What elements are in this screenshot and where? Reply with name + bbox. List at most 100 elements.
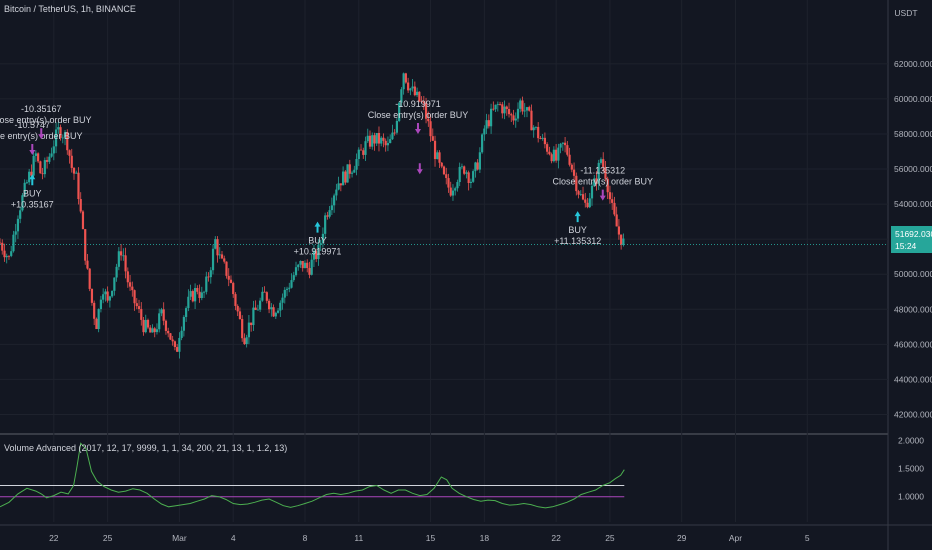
- candle-body: [135, 303, 138, 307]
- time-tick-label: Apr: [729, 533, 742, 543]
- candle-body: [404, 73, 407, 83]
- close-loss-label: -10.5747: [15, 120, 51, 130]
- candle-body: [68, 150, 71, 156]
- candle-body: [507, 109, 511, 115]
- close-arrow-icon: [38, 128, 45, 140]
- candle-body: [124, 255, 127, 272]
- candle-body: [146, 319, 150, 328]
- candle-body: [424, 103, 428, 119]
- candle-body: [77, 172, 80, 200]
- price-tick-label: 44000.0000: [894, 374, 932, 384]
- candle-body: [512, 115, 515, 121]
- time-tick-label: 11: [354, 533, 363, 543]
- candle-body: [117, 251, 120, 267]
- candle-body: [180, 330, 183, 338]
- candle-body: [21, 195, 24, 211]
- candle-body: [539, 138, 542, 139]
- candle-body: [353, 169, 356, 173]
- candle-body: [398, 102, 401, 121]
- candle-body: [16, 218, 20, 232]
- candle-body: [41, 173, 44, 175]
- candle-body: [555, 149, 558, 161]
- price-tick-label: 48000.0000: [894, 304, 932, 314]
- candle-body: [608, 192, 612, 200]
- candle-body: [10, 251, 13, 256]
- candle-body: [19, 210, 22, 219]
- buy-profit-label: +10.919971: [294, 247, 342, 257]
- candle-body: [577, 191, 580, 195]
- candle-body: [492, 108, 495, 110]
- candle-body: [37, 153, 40, 162]
- trade-annotations: BUY+10.35167Close entry(s) order BUY-10.…: [0, 99, 653, 257]
- close-arrow-icon: [29, 143, 36, 155]
- candle-body: [155, 329, 159, 333]
- candle-body: [602, 159, 605, 167]
- candle-body: [613, 202, 616, 215]
- candle-body: [487, 120, 490, 127]
- candle-body: [14, 231, 17, 235]
- candle-body: [572, 169, 576, 176]
- candle-body: [1, 242, 4, 251]
- candle-body: [59, 127, 62, 138]
- candle-body: [102, 294, 105, 300]
- candle-body: [581, 194, 585, 200]
- candle-body: [528, 107, 531, 111]
- time-axis: 22 25 Mar 4 8 11 15 18 22 25 29 Apr 5: [49, 533, 810, 543]
- candle-body: [220, 254, 224, 259]
- candle-body: [584, 199, 587, 203]
- volume-advanced-pane: [0, 442, 625, 509]
- candle-body: [106, 291, 109, 301]
- candle-body: [198, 291, 201, 298]
- price-tick-label: 46000.0000: [894, 339, 932, 349]
- candle-body: [391, 132, 394, 140]
- candle-body: [395, 120, 399, 133]
- candle-body: [467, 172, 470, 183]
- candle-body: [140, 309, 143, 320]
- candle-body: [211, 248, 215, 271]
- candle-body: [494, 104, 497, 110]
- candle-body: [218, 254, 221, 256]
- candle-body: [227, 275, 230, 280]
- candle-body: [575, 175, 578, 192]
- candle-body: [236, 306, 239, 312]
- candle-body: [238, 311, 242, 320]
- candle-body: [328, 210, 331, 217]
- candle-body: [209, 270, 212, 278]
- candle-body: [232, 282, 235, 295]
- candle-body: [158, 313, 161, 330]
- price-tick-label: 54000.0000: [894, 199, 932, 209]
- close-order-label: Close entry(s) order BUY: [368, 110, 469, 120]
- candle-body: [429, 121, 432, 137]
- candle-body: [167, 330, 170, 334]
- close-arrow-icon: [416, 163, 423, 175]
- candle-body: [263, 291, 266, 293]
- candle-body: [279, 302, 282, 311]
- candle-body: [442, 166, 446, 175]
- candle-body: [43, 160, 46, 175]
- candle-body: [288, 287, 291, 289]
- candle-body: [5, 255, 8, 258]
- buy-arrow-icon: [574, 211, 581, 223]
- time-tick-label: 22: [49, 533, 59, 543]
- candle-body: [617, 226, 621, 235]
- candle-body: [250, 322, 253, 326]
- candle-body: [595, 178, 598, 184]
- candle-body: [104, 291, 107, 295]
- candle-body: [299, 260, 302, 265]
- candle-body: [357, 149, 360, 160]
- candle-body: [95, 318, 98, 330]
- candle-body: [368, 135, 372, 147]
- candle-body: [57, 127, 60, 130]
- candle-body: [205, 276, 208, 292]
- time-tick-label: 18: [480, 533, 490, 543]
- price-tick-label: 56000.0000: [894, 164, 932, 174]
- price-badge-value: 51692.0300: [895, 229, 932, 239]
- candle-body: [489, 108, 493, 127]
- candle-body: [173, 341, 177, 348]
- candle-body: [45, 160, 49, 162]
- candle-body: [546, 144, 549, 152]
- time-tick-label: 8: [303, 533, 308, 543]
- candle-body: [171, 339, 174, 342]
